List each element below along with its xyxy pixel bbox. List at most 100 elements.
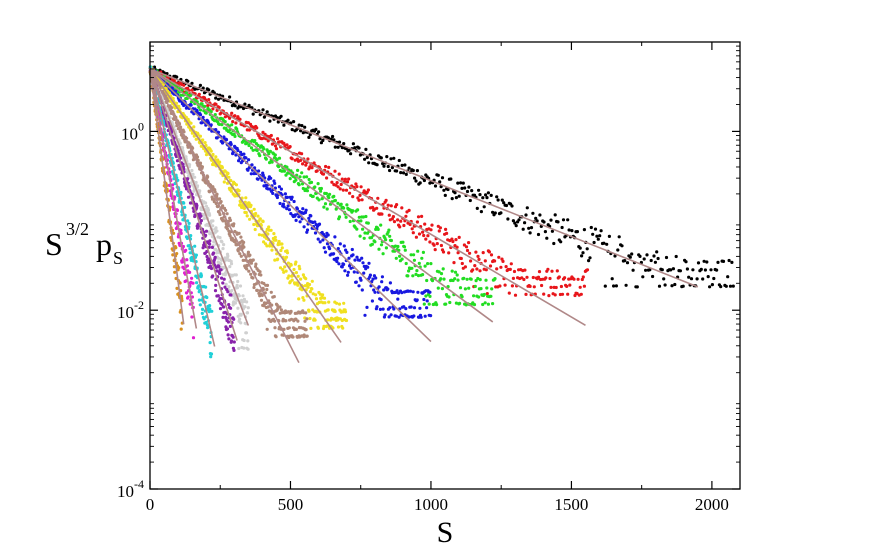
data-point [197,298,201,302]
data-point [213,190,217,194]
data-point [265,110,269,114]
data-point [403,248,407,252]
data-point [245,214,249,218]
data-point [346,273,350,277]
data-point [363,157,367,161]
data-point [256,143,260,147]
data-point [198,134,202,138]
data-point [205,254,209,259]
data-point [268,149,272,153]
data-point [178,281,182,285]
data-point [570,229,574,233]
data-point [642,257,646,261]
axis-ticks: 0 500 1000 1500 2000 100 10-2 10-4 [117,42,740,514]
data-point [305,228,310,232]
data-point [342,301,346,305]
data-point [312,161,316,165]
data-point [186,177,190,181]
data-point [210,245,214,249]
data-point [360,198,364,202]
data-point [229,189,233,193]
data-point [288,145,292,149]
data-point [286,118,290,122]
fit-line [149,68,586,326]
data-point [657,284,662,288]
data-point [318,137,322,141]
data-point [187,225,191,229]
data-point [236,314,240,318]
x-tick-label: 1500 [554,495,588,514]
data-point [287,274,291,278]
data-point [422,178,426,183]
data-point [223,285,227,289]
data-point [395,289,399,293]
data-point [610,277,614,281]
data-point [433,184,438,188]
data-point [298,220,302,224]
data-point [284,255,289,259]
data-point [550,269,554,273]
data-point [448,300,452,305]
data-point [384,238,388,242]
data-point [212,240,216,244]
data-point [209,123,213,127]
data-point [282,270,286,274]
data-point [304,328,308,332]
data-point [364,214,368,219]
data-point [542,292,546,296]
data-point [269,133,273,138]
data-point [279,308,283,312]
data-point [386,164,390,169]
data-point [389,313,393,317]
data-point [331,134,335,139]
data-point [206,121,211,125]
data-point [404,172,408,176]
data-point [317,222,322,226]
data-point [402,223,406,228]
data-point [410,227,414,231]
data-point [336,145,340,149]
data-point [575,230,580,234]
data-point [266,139,270,143]
data-point [226,333,230,337]
data-point [712,276,716,281]
data-point [377,247,381,251]
data-point [593,227,598,231]
data-point [383,313,387,317]
data-point [280,169,284,173]
data-point [297,297,301,301]
data-point [689,277,694,281]
data-point [244,331,248,335]
data-point [458,301,462,305]
data-point [645,253,649,257]
data-point [220,240,224,244]
data-point [262,304,266,308]
data-point [449,177,453,181]
data-point [305,334,309,338]
data-point [200,311,204,315]
data-point [227,285,231,289]
data-point [423,222,427,226]
data-point [426,262,430,266]
data-point [502,201,506,205]
data-point [477,188,481,192]
data-point [242,152,246,156]
data-point [400,163,404,167]
data-point [337,262,341,266]
data-point [531,211,535,215]
data-point [351,195,355,199]
data-point [225,327,230,331]
data-point [311,292,315,296]
data-point [259,298,264,302]
data-point [188,163,192,167]
data-point [387,228,391,232]
data-point [278,201,282,206]
data-point [319,189,323,193]
data-point [235,286,239,290]
data-point [481,302,485,307]
data-point [358,234,362,238]
data-point [303,125,307,129]
data-point [669,268,673,272]
data-point [408,222,412,227]
